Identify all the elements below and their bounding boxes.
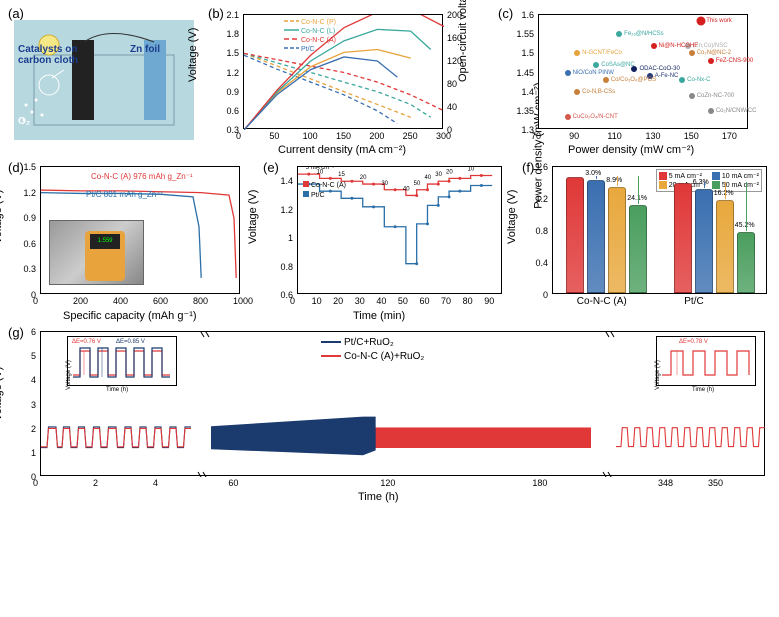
- panel-c-xlabel: Power density (mW cm⁻²): [568, 143, 694, 156]
- svg-text:20: 20: [360, 175, 367, 181]
- chart-f-box: 5 mA cm⁻²10 mA cm⁻²20 mA cm⁻²50 mA cm⁻²3…: [552, 166, 767, 294]
- panel-b-xlabel: Current density (mA cm⁻²): [278, 143, 406, 156]
- panel-a: (a) Catalysts on carbon cloth Zn foil O₂: [8, 6, 198, 144]
- panel-d: (d) Voltage (V) Specific capacity (mAh g…: [8, 160, 253, 318]
- svg-text:Co-N-C (A): Co-N-C (A): [301, 37, 336, 44]
- svg-text:15: 15: [338, 172, 345, 178]
- panel-e-label: (e): [263, 160, 279, 175]
- chart-c-box: This work(Zn,Co)/NSCNi@N-HCGHFFe₂₆@N/HCS…: [538, 14, 748, 129]
- svg-text:10: 10: [468, 167, 475, 173]
- inset-right: Voltage (V) Time (h) ΔE=0.78 V: [656, 336, 756, 386]
- svg-text:40: 40: [424, 175, 431, 181]
- svg-text:Pt/C: Pt/C: [301, 46, 315, 53]
- svg-text:Pt/C 801 mAh g_Zn⁻¹: Pt/C 801 mAh g_Zn⁻¹: [86, 190, 163, 199]
- inset-de-right: ΔE=0.78 V: [679, 339, 708, 345]
- panel-b-ylabel: Voltage (V): [187, 28, 199, 82]
- schematic-catalyst-text: Catalysts on: [18, 44, 77, 55]
- panel-c-ylabel: Open-circuit voltage (V): [457, 0, 469, 82]
- panel-f: (f) Voltage (V) 5 mA cm⁻²10 mA cm⁻²20 mA…: [522, 160, 774, 318]
- inset-de1: ΔE=0.76 V: [72, 339, 101, 345]
- chart-b-box: Co-N-C (P)Co-N-C (L)Co-N-C (A)Pt/C 05010…: [243, 14, 443, 129]
- panel-f-label: (f): [522, 160, 534, 175]
- svg-text:50: 50: [414, 181, 421, 187]
- panel-e-xlabel: Time (min): [353, 310, 405, 322]
- inset-de2: ΔE=0.85 V: [116, 339, 145, 345]
- svg-text:Co-N-C (A) 976 mAh g_Zn⁻¹: Co-N-C (A) 976 mAh g_Zn⁻¹: [91, 172, 193, 181]
- svg-text:Co-N-C (P): Co-N-C (P): [301, 19, 336, 26]
- panel-b: (b) Voltage (V) Power density (mW cm⁻²) …: [208, 6, 483, 151]
- svg-text:30: 30: [381, 181, 388, 187]
- panel-d-label: (d): [8, 160, 24, 175]
- panel-g-label: (g): [8, 325, 24, 340]
- schematic-o2-text: O₂: [18, 116, 30, 127]
- panel-b-label: (b): [208, 6, 224, 21]
- panel-g-xlabel: Time (h): [358, 491, 399, 503]
- panel-e-ylabel: Voltage (V): [247, 190, 259, 244]
- multimeter-photo: 1.559: [49, 220, 144, 285]
- inset-left: Voltage (V) Time (h) ΔE=0.76 V ΔE=0.85 V: [67, 336, 177, 386]
- panel-d-xlabel: Specific capacity (mAh g⁻¹): [63, 309, 197, 322]
- svg-text:5: 5: [485, 167, 489, 169]
- svg-text:Co-N-C (A)+RuO₂: Co-N-C (A)+RuO₂: [344, 351, 424, 362]
- chart-e-box: 5 mA cm⁻²101520304050403020105Co-N-C (A)…: [297, 166, 502, 294]
- chart-g-box: Pt/C+RuO₂ Co-N-C (A)+RuO₂ Voltage (V) Tim…: [40, 331, 765, 476]
- svg-text:40: 40: [403, 186, 410, 192]
- svg-text:10: 10: [317, 169, 324, 175]
- zab-schematic: Catalysts on carbon cloth Zn foil O₂: [14, 20, 194, 140]
- schematic-zn-text: Zn foil: [130, 44, 160, 55]
- panel-a-label: (a): [8, 6, 24, 21]
- panel-g-ylabel: Voltage (V): [0, 367, 4, 421]
- svg-text:Co-N-C (A): Co-N-C (A): [311, 182, 346, 189]
- schematic-cloth-text: carbon cloth: [18, 55, 78, 66]
- svg-text:20: 20: [446, 169, 453, 175]
- svg-text:30: 30: [435, 172, 442, 178]
- panel-d-ylabel: Voltage (V): [0, 190, 4, 244]
- panel-f-ylabel: Voltage (V): [506, 190, 518, 244]
- svg-text:Co-N-C (L): Co-N-C (L): [301, 28, 335, 35]
- svg-text:Pt/C: Pt/C: [311, 192, 325, 199]
- panel-c: (c) Open-circuit voltage (V) Power densi…: [498, 6, 773, 151]
- svg-text:Pt/C+RuO₂: Pt/C+RuO₂: [344, 337, 394, 348]
- panel-g: (g) Voltage (V) Time (h) Pt/C+RuO₂Co-N-C…: [8, 325, 773, 500]
- panel-e: (e) Voltage (V) Time (min) 5 mA cm⁻²1015…: [263, 160, 513, 318]
- panel-c-label: (c): [498, 6, 513, 21]
- chart-d-box: Co-N-C (A) 976 mAh g_Zn⁻¹ Pt/C 801 mAh g_…: [40, 166, 240, 294]
